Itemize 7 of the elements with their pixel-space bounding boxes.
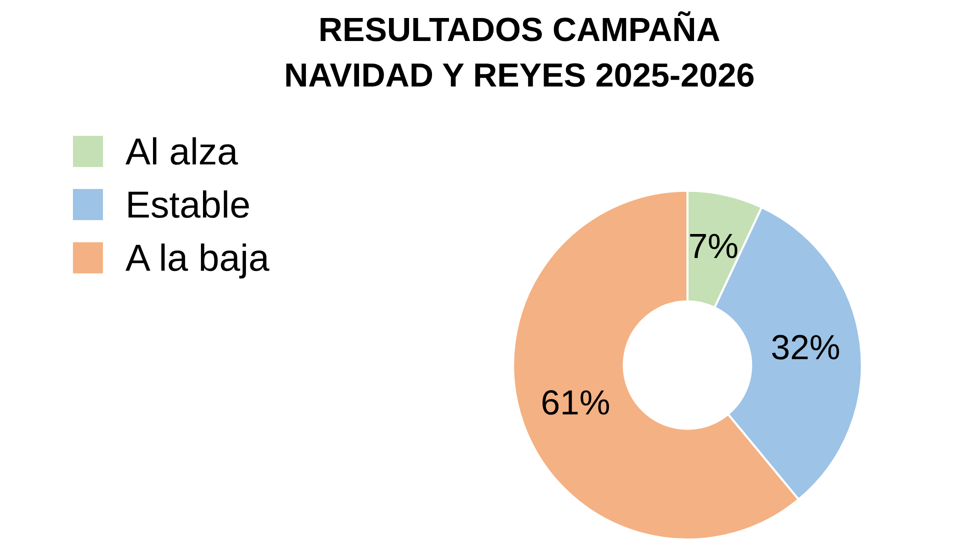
- data-label: 32%: [772, 334, 840, 360]
- legend-label: Al alza: [126, 137, 238, 165]
- legend-label: A la baja: [126, 244, 270, 278]
- data-label: 7%: [690, 234, 738, 258]
- data-label: 61%: [542, 390, 610, 415]
- legend-label: Estable: [128, 190, 249, 218]
- chart-title: RESULTADOS CAMPAÑA NAVIDAD Y REYES 2025-2026: [286, 11, 754, 87]
